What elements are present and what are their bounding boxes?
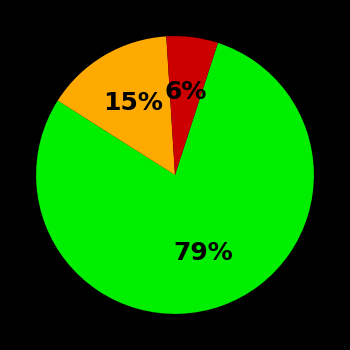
Wedge shape (36, 43, 314, 314)
Text: 79%: 79% (173, 241, 233, 265)
Wedge shape (58, 36, 175, 175)
Text: 6%: 6% (164, 80, 206, 104)
Wedge shape (166, 36, 218, 175)
Text: 15%: 15% (103, 91, 162, 115)
